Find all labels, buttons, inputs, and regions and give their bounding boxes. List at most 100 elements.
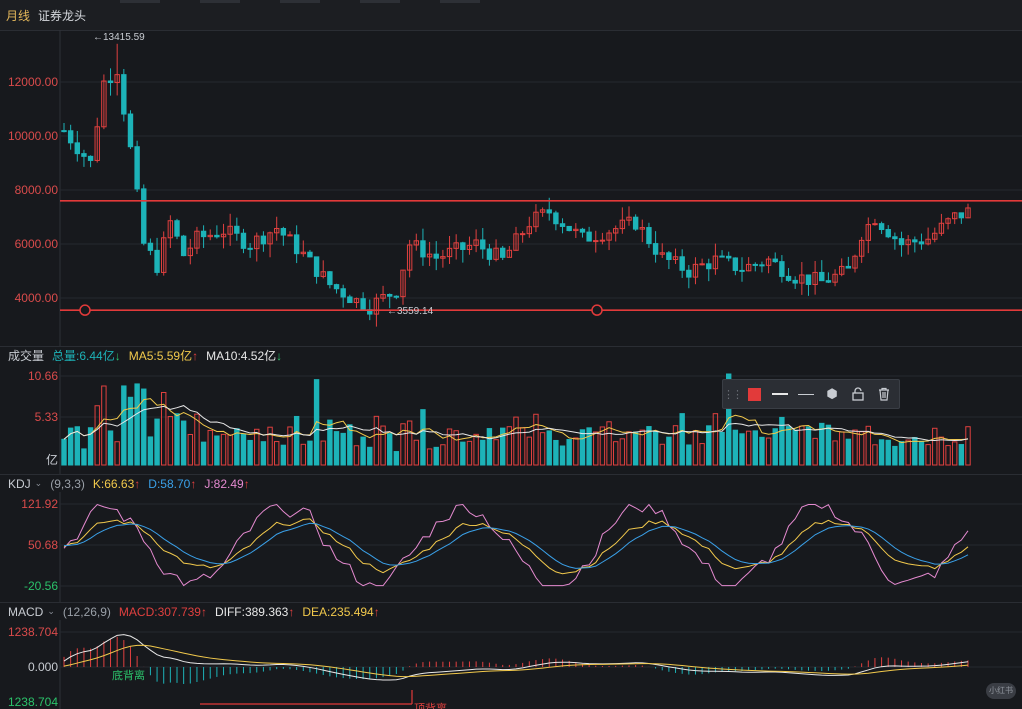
candle-down <box>87 155 94 161</box>
volume-bar <box>719 431 725 466</box>
color-swatch-button[interactable] <box>741 380 767 408</box>
candle-down <box>878 223 885 231</box>
kdj-j: J:82.49 <box>204 476 244 491</box>
volume-bar <box>147 436 154 466</box>
volume-bar <box>533 413 539 466</box>
line-anchor-handle <box>591 304 603 316</box>
volume-bar <box>367 446 373 466</box>
candle-down <box>74 142 80 155</box>
period-selector[interactable]: 月线 <box>6 8 31 23</box>
volume-bar <box>333 431 340 466</box>
y-tick: 10.66 <box>27 369 58 383</box>
volume-bar <box>101 385 107 466</box>
macd-name[interactable]: MACD <box>8 604 44 619</box>
tab-stub[interactable] <box>440 0 480 3</box>
candle-down <box>460 242 466 250</box>
line-style-button[interactable] <box>767 380 793 408</box>
y-tick: 4000.00 <box>14 291 58 305</box>
up-arrow-icon: ↑ <box>243 476 250 491</box>
volume-bar <box>426 448 433 466</box>
volume-bar <box>559 445 566 466</box>
candle-down <box>892 236 898 240</box>
macd-diff: DIFF:389.363 <box>214 604 289 619</box>
candle-down <box>154 249 160 273</box>
kdj-header: KDJ ⌄ (9,3,3) K:66.63 ↑ D:58.70 ↑ J:82.49 ↑ <box>0 474 1022 492</box>
candle-up <box>812 271 818 285</box>
volume-bar <box>573 437 579 466</box>
line-width-button[interactable] <box>793 380 819 408</box>
down-arrow-icon: ↓ <box>276 348 283 363</box>
candle-up <box>493 247 499 260</box>
y-unit: 亿 <box>45 453 58 467</box>
candle-down <box>546 209 552 214</box>
volume-bar <box>260 441 267 466</box>
color-swatch-icon <box>747 387 761 401</box>
volume-bar <box>433 446 439 466</box>
volume-bar <box>446 428 453 466</box>
volume-bar <box>493 439 499 466</box>
volume-bar <box>566 439 572 466</box>
volume-bar <box>858 431 865 466</box>
candle-up <box>440 256 446 259</box>
settings-button[interactable]: ⬢ <box>819 380 845 408</box>
y-tick: -20.56 <box>23 579 58 593</box>
tab-stub[interactable] <box>280 0 320 3</box>
volume-bar <box>712 413 719 466</box>
candle-down <box>260 235 267 245</box>
delete-button[interactable] <box>871 380 897 408</box>
trash-icon <box>879 387 889 401</box>
volume-bar <box>61 438 67 466</box>
candle-down <box>500 247 506 258</box>
volume-bar <box>373 415 380 466</box>
up-arrow-icon: ↑ <box>190 476 197 491</box>
candle-down <box>247 247 253 250</box>
candle-up <box>965 207 971 219</box>
volume-title[interactable]: 成交量 <box>8 349 45 363</box>
candle-down <box>652 243 659 255</box>
volume-bar <box>127 396 134 466</box>
volume-bar <box>679 413 685 466</box>
candle-up <box>573 228 579 232</box>
candle-down <box>553 212 559 225</box>
chevron-down-icon[interactable]: ⌄ <box>34 478 43 488</box>
candle-down <box>732 257 739 271</box>
candle-down <box>387 293 393 297</box>
volume-bar <box>287 426 293 466</box>
volume-bar <box>486 428 493 466</box>
candle-up <box>373 297 380 315</box>
candle-up <box>932 232 938 240</box>
candle-down <box>918 241 925 245</box>
candle-up <box>207 234 213 238</box>
up-arrow-icon: ↑ <box>134 476 141 491</box>
tab-stub[interactable] <box>200 0 240 3</box>
candle-down <box>739 269 745 272</box>
candle-down <box>719 255 725 258</box>
candle-down <box>805 274 812 285</box>
chevron-down-icon[interactable]: ⌄ <box>47 606 55 616</box>
volume-bar <box>380 425 386 466</box>
candle-up <box>606 232 612 241</box>
lock-button[interactable] <box>845 380 871 408</box>
tab-stub[interactable] <box>360 0 400 3</box>
drag-handle-icon[interactable]: ⋮⋮ <box>723 388 743 401</box>
volume-bar <box>466 440 473 466</box>
volume-bar <box>819 422 825 466</box>
candle-down <box>420 240 426 258</box>
kdj-name[interactable]: KDJ <box>8 476 31 491</box>
tab-stub[interactable] <box>120 0 160 3</box>
candle-down <box>347 296 353 304</box>
candle-up <box>287 234 293 237</box>
volume-bar <box>340 432 346 466</box>
candle-down <box>293 234 300 255</box>
volume-bar <box>739 433 745 466</box>
volume-bar <box>320 440 326 466</box>
candle-down <box>706 263 712 270</box>
candle-up <box>114 74 120 84</box>
y-tick: 10000.00 <box>7 129 58 143</box>
candle-up <box>659 252 665 255</box>
candle-up <box>167 220 174 239</box>
volume-bar <box>779 416 785 466</box>
y-tick: 5.33 <box>34 410 58 424</box>
volume-bar <box>619 438 626 466</box>
